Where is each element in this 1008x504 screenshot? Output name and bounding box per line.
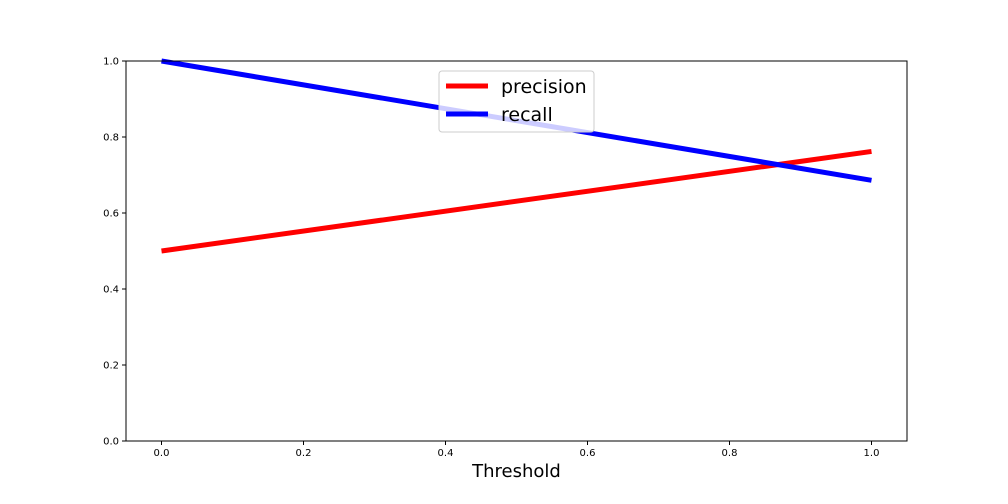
x-tick-label: 0.8 [722,448,738,459]
legend-items: precision recall [446,76,587,126]
legend: precision recall [438,70,595,133]
legend-label-precision: precision [501,76,587,98]
legend-label-recall: recall [501,104,553,126]
y-axis: 0.0 0.2 0.4 0.6 0.8 1.0 [103,57,126,448]
y-tick-label: 0.2 [103,361,119,372]
precision-line [161,148,872,254]
x-axis-label: Threshold [471,461,561,482]
y-tick-label: 0.6 [103,209,119,220]
x-tick-label: 0.6 [580,448,596,459]
x-tick-label: 1.0 [864,448,880,459]
x-tick-label: 0.4 [438,448,454,459]
x-axis: 0.0 0.2 0.4 0.6 0.8 1.0 [154,441,880,459]
x-tick-label: 0.0 [154,448,170,459]
y-tick-label: 0.8 [103,133,119,144]
y-tick-label: 0.4 [103,285,119,296]
y-tick-label: 1.0 [103,57,119,68]
x-tick-label: 0.2 [296,448,312,459]
y-tick-label: 0.0 [103,437,119,448]
plot-frame [125,60,908,442]
